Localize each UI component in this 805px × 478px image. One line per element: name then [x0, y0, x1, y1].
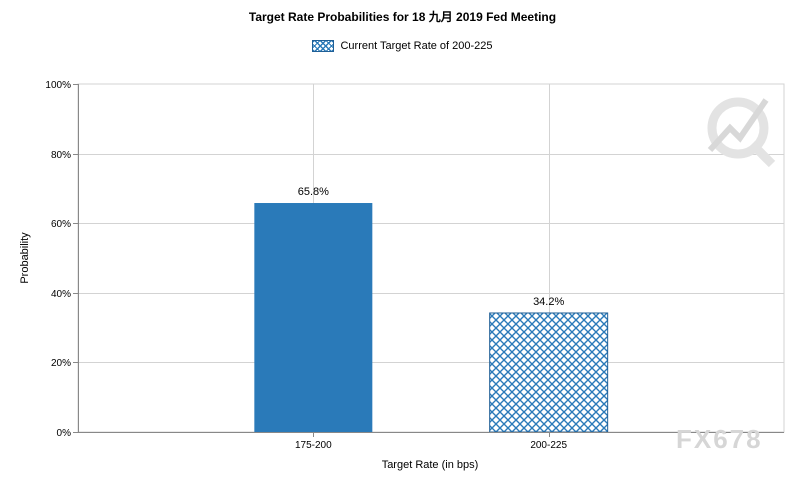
- y-tick-label: 20%: [51, 358, 71, 369]
- bar-175-200: [254, 203, 373, 432]
- x-tick-label-175-200: 175-200: [295, 440, 332, 451]
- legend-swatch: [312, 40, 335, 52]
- y-tick-label: 60%: [51, 219, 71, 230]
- watermark-logo-icon: [707, 97, 776, 168]
- y-axis-title: Probability: [19, 232, 31, 284]
- plot-border: [77, 83, 785, 433]
- legend: Current Target Rate of 200-225: [0, 40, 805, 52]
- grid: [77, 83, 785, 433]
- axes: 0% 20% 40% 60% 80% 100% 175-200 200-225: [45, 80, 784, 451]
- y-tick-label: 40%: [51, 289, 71, 300]
- legend-label: Current Target Rate of 200-225: [340, 40, 493, 52]
- watermark-text: FX678: [676, 424, 763, 454]
- x-axis-title: Target Rate (in bps): [382, 459, 479, 471]
- bar-200-225: [489, 312, 609, 433]
- bars: 65.8% 34.2%: [254, 186, 609, 433]
- data-label-200-225: 34.2%: [533, 296, 564, 308]
- y-tick-label: 80%: [51, 150, 71, 161]
- data-label-175-200: 65.8%: [298, 186, 329, 198]
- y-tick-label: 100%: [45, 80, 71, 91]
- y-tick-label: 0%: [57, 428, 72, 439]
- x-tick-label-200-225: 200-225: [530, 440, 567, 451]
- chart-title: Target Rate Probabilities for 18 九月 2019…: [248, 10, 557, 24]
